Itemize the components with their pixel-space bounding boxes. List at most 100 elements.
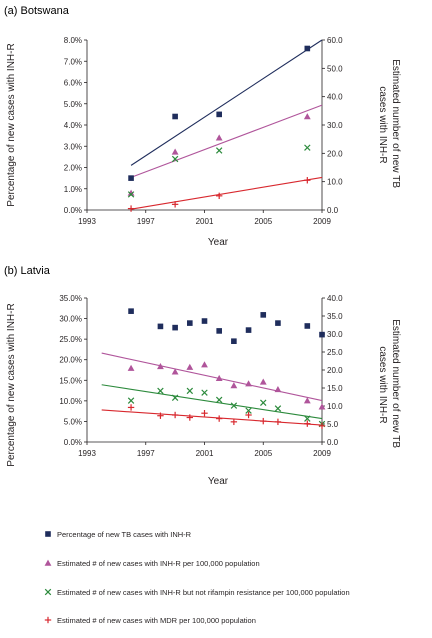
- y-tick-left-label: 10.0%: [59, 397, 82, 406]
- data-point-square: [172, 113, 178, 120]
- data-point-triangle: [215, 134, 223, 141]
- marker-stroke: [304, 415, 311, 422]
- y-tick-left-label: 35.0%: [59, 294, 82, 303]
- y-tick-left-label: 20.0%: [59, 356, 82, 365]
- legend-item-1: Estimated # of new cases with INH-R per …: [44, 559, 260, 568]
- data-point-square: [172, 324, 178, 331]
- y-axis-right-label-botswana: Estimated number of new TB cases with IN…: [377, 59, 401, 191]
- chart-latvia: (b) Latvia Year Percentage of new cases …: [4, 265, 401, 487]
- y-tick-left-label: 2.0%: [64, 164, 82, 173]
- x-tick-label: 2001: [196, 449, 214, 458]
- data-point-triangle: [186, 363, 194, 370]
- legend-item-3: Estimated # of new cases with MDR per 10…: [44, 616, 256, 625]
- marker-stroke: [274, 405, 282, 412]
- data-point-x: [171, 394, 179, 401]
- y-tick-right-label: 50.0: [327, 64, 343, 73]
- data-point-plus: [260, 417, 267, 425]
- data-point-x: [215, 396, 223, 404]
- x-tick-label: 1993: [78, 449, 96, 458]
- legend-marker-x: [44, 588, 52, 596]
- data-point-x: [215, 147, 223, 154]
- data-point-triangle: [127, 189, 135, 196]
- legend-item-2: Estimated # of new cases with INH-R but …: [44, 588, 350, 597]
- y-tick-right-label: 15.0: [327, 384, 343, 393]
- marker-stroke: [215, 396, 223, 404]
- marker-stroke: [245, 407, 252, 414]
- y-tick-right-label: 40.0: [327, 93, 343, 102]
- data-point-square: [245, 327, 252, 333]
- y-tick-left-label: 3.0%: [64, 142, 82, 151]
- y-axis-right-label-line-1: Estimated number of new TB: [390, 319, 401, 448]
- legend-marker-plus: [44, 616, 52, 624]
- data-point-triangle: [171, 368, 179, 375]
- data-point-triangle: [318, 403, 326, 410]
- y-axis-right-label-line-2: cases with INH-R: [377, 86, 388, 163]
- marker-stroke: [215, 147, 223, 154]
- data-point-plus: [157, 412, 164, 419]
- data-point-square: [304, 323, 311, 329]
- data-point-square: [231, 338, 237, 344]
- y-tick-right-label: 60.0: [327, 36, 343, 45]
- data-point-plus: [186, 414, 194, 421]
- data-point-square: [304, 45, 311, 52]
- x-tick-label: 1997: [137, 217, 155, 226]
- marker-stroke: [260, 399, 267, 406]
- data-point-x: [260, 399, 267, 406]
- y-tick-left-label: 0.0%: [64, 438, 82, 447]
- marker-stroke: [44, 588, 52, 596]
- trend-line-triangle: [130, 104, 323, 178]
- y-tick-left-label: 5.0%: [64, 100, 82, 109]
- data-point-square: [128, 308, 134, 314]
- x-tick-label: 1997: [137, 449, 155, 458]
- trend-line-plus: [101, 409, 323, 426]
- legend-marker-x-shape: [44, 588, 52, 596]
- data-point-square: [128, 175, 134, 181]
- y-tick-right-label: 20.0: [327, 149, 343, 158]
- data-point-triangle: [127, 364, 135, 371]
- trend-line-plus: [130, 176, 323, 210]
- y-tick-left-label: 8.0%: [64, 36, 82, 45]
- data-point-triangle: [157, 363, 164, 370]
- marker-stroke: [230, 402, 238, 409]
- x-tick-label: 2009: [313, 449, 331, 458]
- data-point-square: [216, 111, 222, 118]
- data-point-plus: [318, 422, 326, 429]
- data-point-plus: [304, 420, 311, 427]
- data-point-triangle: [303, 113, 311, 120]
- data-point-triangle: [230, 382, 238, 389]
- marker-stroke: [127, 191, 135, 198]
- marker-stroke: [201, 389, 208, 396]
- data-point-plus: [127, 404, 135, 411]
- data-point-plus: [171, 411, 179, 419]
- y-tick-left-label: 0.0%: [64, 206, 82, 215]
- y-tick-right-label: 30.0: [327, 121, 343, 130]
- x-tick-label: 2001: [196, 217, 214, 226]
- data-point-square: [319, 331, 325, 338]
- y-axis-left-label-botswana: Percentage of new cases with INH-R: [6, 43, 17, 206]
- legend-label: Estimated # of new cases with INH-R but …: [57, 588, 350, 597]
- x-axis-label-botswana: Year: [208, 237, 229, 248]
- y-axis-right-label-line-1: Estimated number of new TB: [390, 59, 401, 188]
- legend-label: Estimated # of new cases with MDR per 10…: [57, 616, 256, 625]
- marker-stroke: [127, 397, 135, 404]
- x-axis-label-latvia: Year: [208, 476, 229, 487]
- trend-line-x: [101, 384, 323, 420]
- data-point-plus: [230, 418, 238, 426]
- y-tick-right-label: 10.0: [327, 402, 343, 411]
- y-tick-right-label: 20.0: [327, 366, 343, 375]
- chart-botswana: (a) Botswana Year Percentage of new case…: [4, 5, 401, 248]
- x-tick-label: 1993: [78, 217, 96, 226]
- data-point-x: [230, 402, 238, 409]
- marker-stroke: [171, 155, 179, 163]
- marker-stroke: [186, 387, 194, 395]
- data-point-plus: [245, 411, 252, 419]
- data-point-x: [304, 144, 311, 151]
- legend-marker-square-shape: [45, 531, 51, 537]
- y-tick-left-label: 7.0%: [64, 57, 82, 66]
- data-point-x: [201, 389, 208, 396]
- data-point-triangle: [259, 378, 267, 385]
- data-point-x: [157, 387, 164, 395]
- y-tick-right-label: 0.0: [327, 438, 339, 447]
- plot-area-botswana: 1993 1997 2001 2005 2009 0.0% 1.0% 2.0% 3.0% 4.0%…: [64, 36, 343, 226]
- data-point-x: [186, 387, 194, 395]
